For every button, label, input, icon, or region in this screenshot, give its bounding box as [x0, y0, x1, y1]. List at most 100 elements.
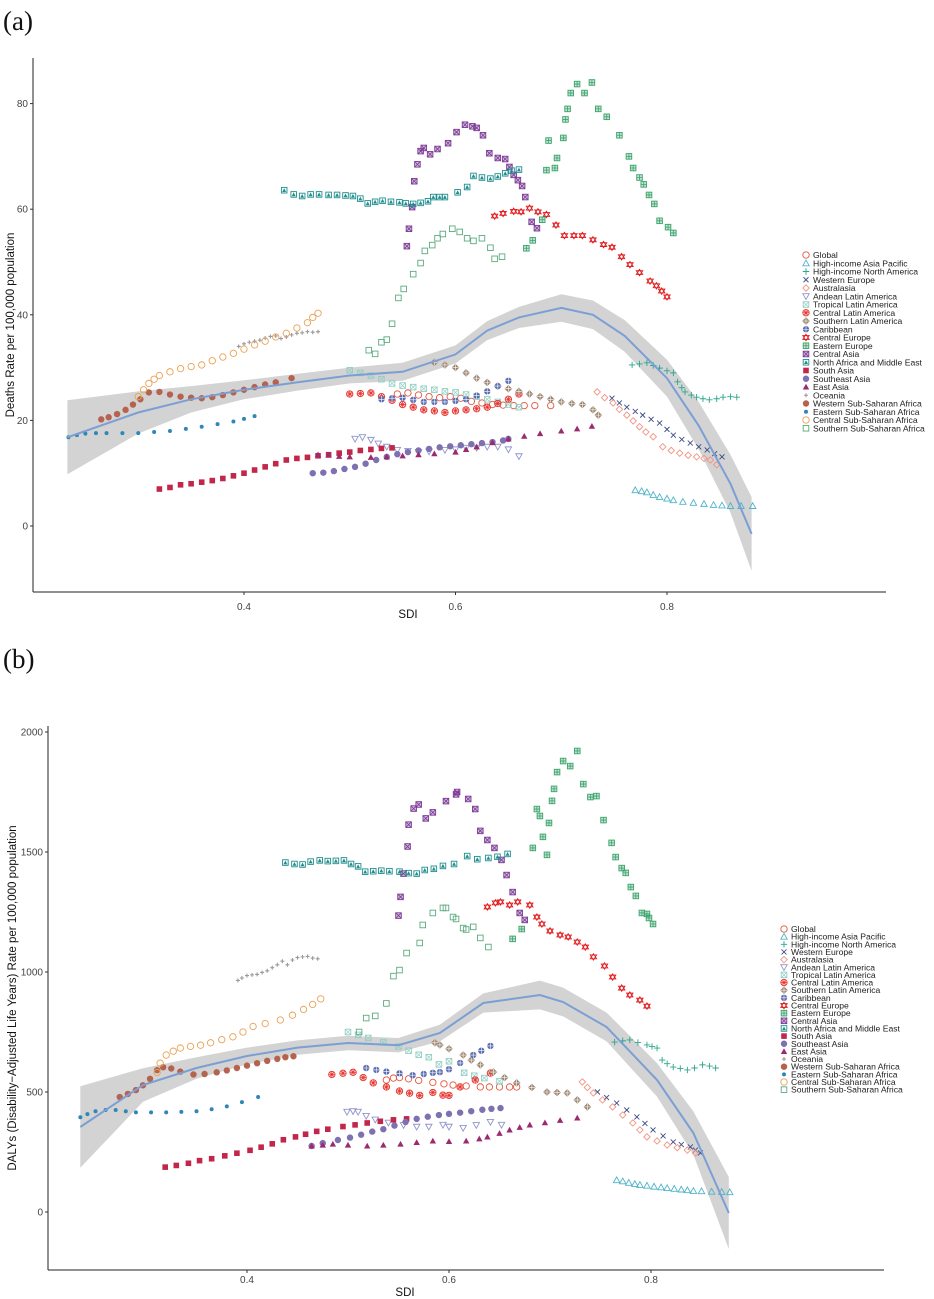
data-point: [261, 1019, 269, 1028]
legend-symbol-icon: [781, 949, 787, 955]
data-point: [439, 1091, 447, 1099]
data-point: [478, 399, 486, 407]
data-point: [490, 212, 499, 221]
data-point: [625, 990, 634, 1000]
legend-label: Western Sub-Saharan Africa: [813, 399, 922, 409]
series-southern-sub-saharan-africa: [355, 904, 492, 1036]
data-point: [488, 1105, 495, 1113]
data-point: [445, 1110, 453, 1118]
data-point: [176, 365, 185, 373]
data-point: [209, 1107, 214, 1112]
data-point: [643, 1041, 651, 1049]
data-point: [439, 230, 447, 238]
data-point: [553, 154, 561, 162]
x-tick-label: 0.4: [240, 1275, 254, 1286]
data-point: [573, 80, 581, 88]
legend-label: High-income Asia Pacific: [813, 258, 908, 268]
data-point: [282, 1054, 289, 1061]
data-point: [183, 426, 188, 431]
data-point: [177, 393, 184, 400]
data-point: [670, 1139, 677, 1145]
data-point: [618, 864, 625, 872]
data-point: [231, 419, 236, 424]
data-point: [472, 1122, 481, 1130]
data-point: [472, 405, 481, 413]
data-point: [467, 1056, 476, 1064]
data-point: [239, 976, 244, 980]
data-point: [485, 1083, 494, 1091]
data-point: [251, 467, 258, 473]
data-point: [397, 893, 404, 901]
data-point: [468, 440, 475, 448]
data-point: [514, 453, 523, 461]
legend-item: East Asia: [802, 382, 849, 392]
data-point: [185, 1160, 192, 1167]
legend-item: Western Europe: [803, 275, 875, 285]
data-point: [324, 857, 332, 865]
data-point: [349, 1068, 357, 1076]
data-point: [657, 1183, 666, 1191]
data-point: [468, 1108, 475, 1115]
series-central-europe: [490, 204, 672, 301]
series-central-latin-america: [328, 1068, 495, 1100]
data-point: [505, 1083, 514, 1091]
data-point: [229, 1033, 237, 1041]
y-tick-label: 2000: [21, 728, 44, 739]
data-point: [483, 403, 491, 411]
data-point: [662, 292, 672, 301]
legend-label: East Asia: [813, 382, 849, 392]
data-point: [623, 404, 630, 411]
data-point: [424, 1113, 431, 1120]
data-point: [351, 435, 360, 444]
data-point: [509, 207, 518, 216]
data-point: [382, 1076, 391, 1084]
data-point: [442, 797, 450, 805]
data-point: [518, 925, 525, 933]
data-point: [429, 1078, 437, 1087]
data-point: [153, 1066, 161, 1074]
data-point: [550, 785, 558, 793]
data-point: [481, 1074, 488, 1082]
data-point: [344, 1141, 352, 1148]
data-point: [369, 1128, 376, 1135]
data-point: [543, 166, 550, 174]
data-point: [357, 195, 364, 202]
data-point: [450, 860, 458, 868]
data-point: [643, 359, 651, 367]
data-point: [223, 1067, 230, 1074]
data-point: [581, 89, 588, 97]
data-point: [288, 374, 295, 382]
legend-item: Eastern Europe: [780, 1008, 851, 1018]
data-point: [300, 954, 305, 959]
data-point: [463, 852, 471, 860]
data-point: [372, 456, 380, 464]
data-point: [268, 334, 273, 339]
data-point: [470, 1051, 477, 1059]
legend-symbol-icon: [780, 986, 788, 995]
confidence-band: [80, 980, 729, 1249]
data-point: [578, 400, 587, 409]
data-point: [719, 393, 727, 401]
data-point: [307, 191, 314, 198]
legend-item: Southeast Asia: [780, 1039, 849, 1049]
data-point: [486, 149, 493, 157]
data-point: [478, 234, 486, 242]
data-point: [435, 394, 444, 402]
data-point: [476, 1083, 484, 1091]
data-point: [636, 1126, 644, 1134]
data-point: [476, 1135, 483, 1142]
data-point: [748, 501, 757, 509]
legend-symbol-icon: [781, 1033, 787, 1039]
data-point: [616, 132, 623, 139]
data-point: [441, 398, 449, 406]
data-point: [658, 442, 667, 451]
legend-symbol-icon: [802, 293, 810, 301]
data-point: [697, 1186, 706, 1195]
data-point: [600, 961, 609, 971]
data-point: [441, 388, 449, 395]
data-point: [250, 972, 255, 977]
data-point: [628, 1119, 637, 1127]
data-point: [342, 192, 349, 199]
data-point: [272, 333, 280, 341]
data-point: [569, 231, 578, 240]
